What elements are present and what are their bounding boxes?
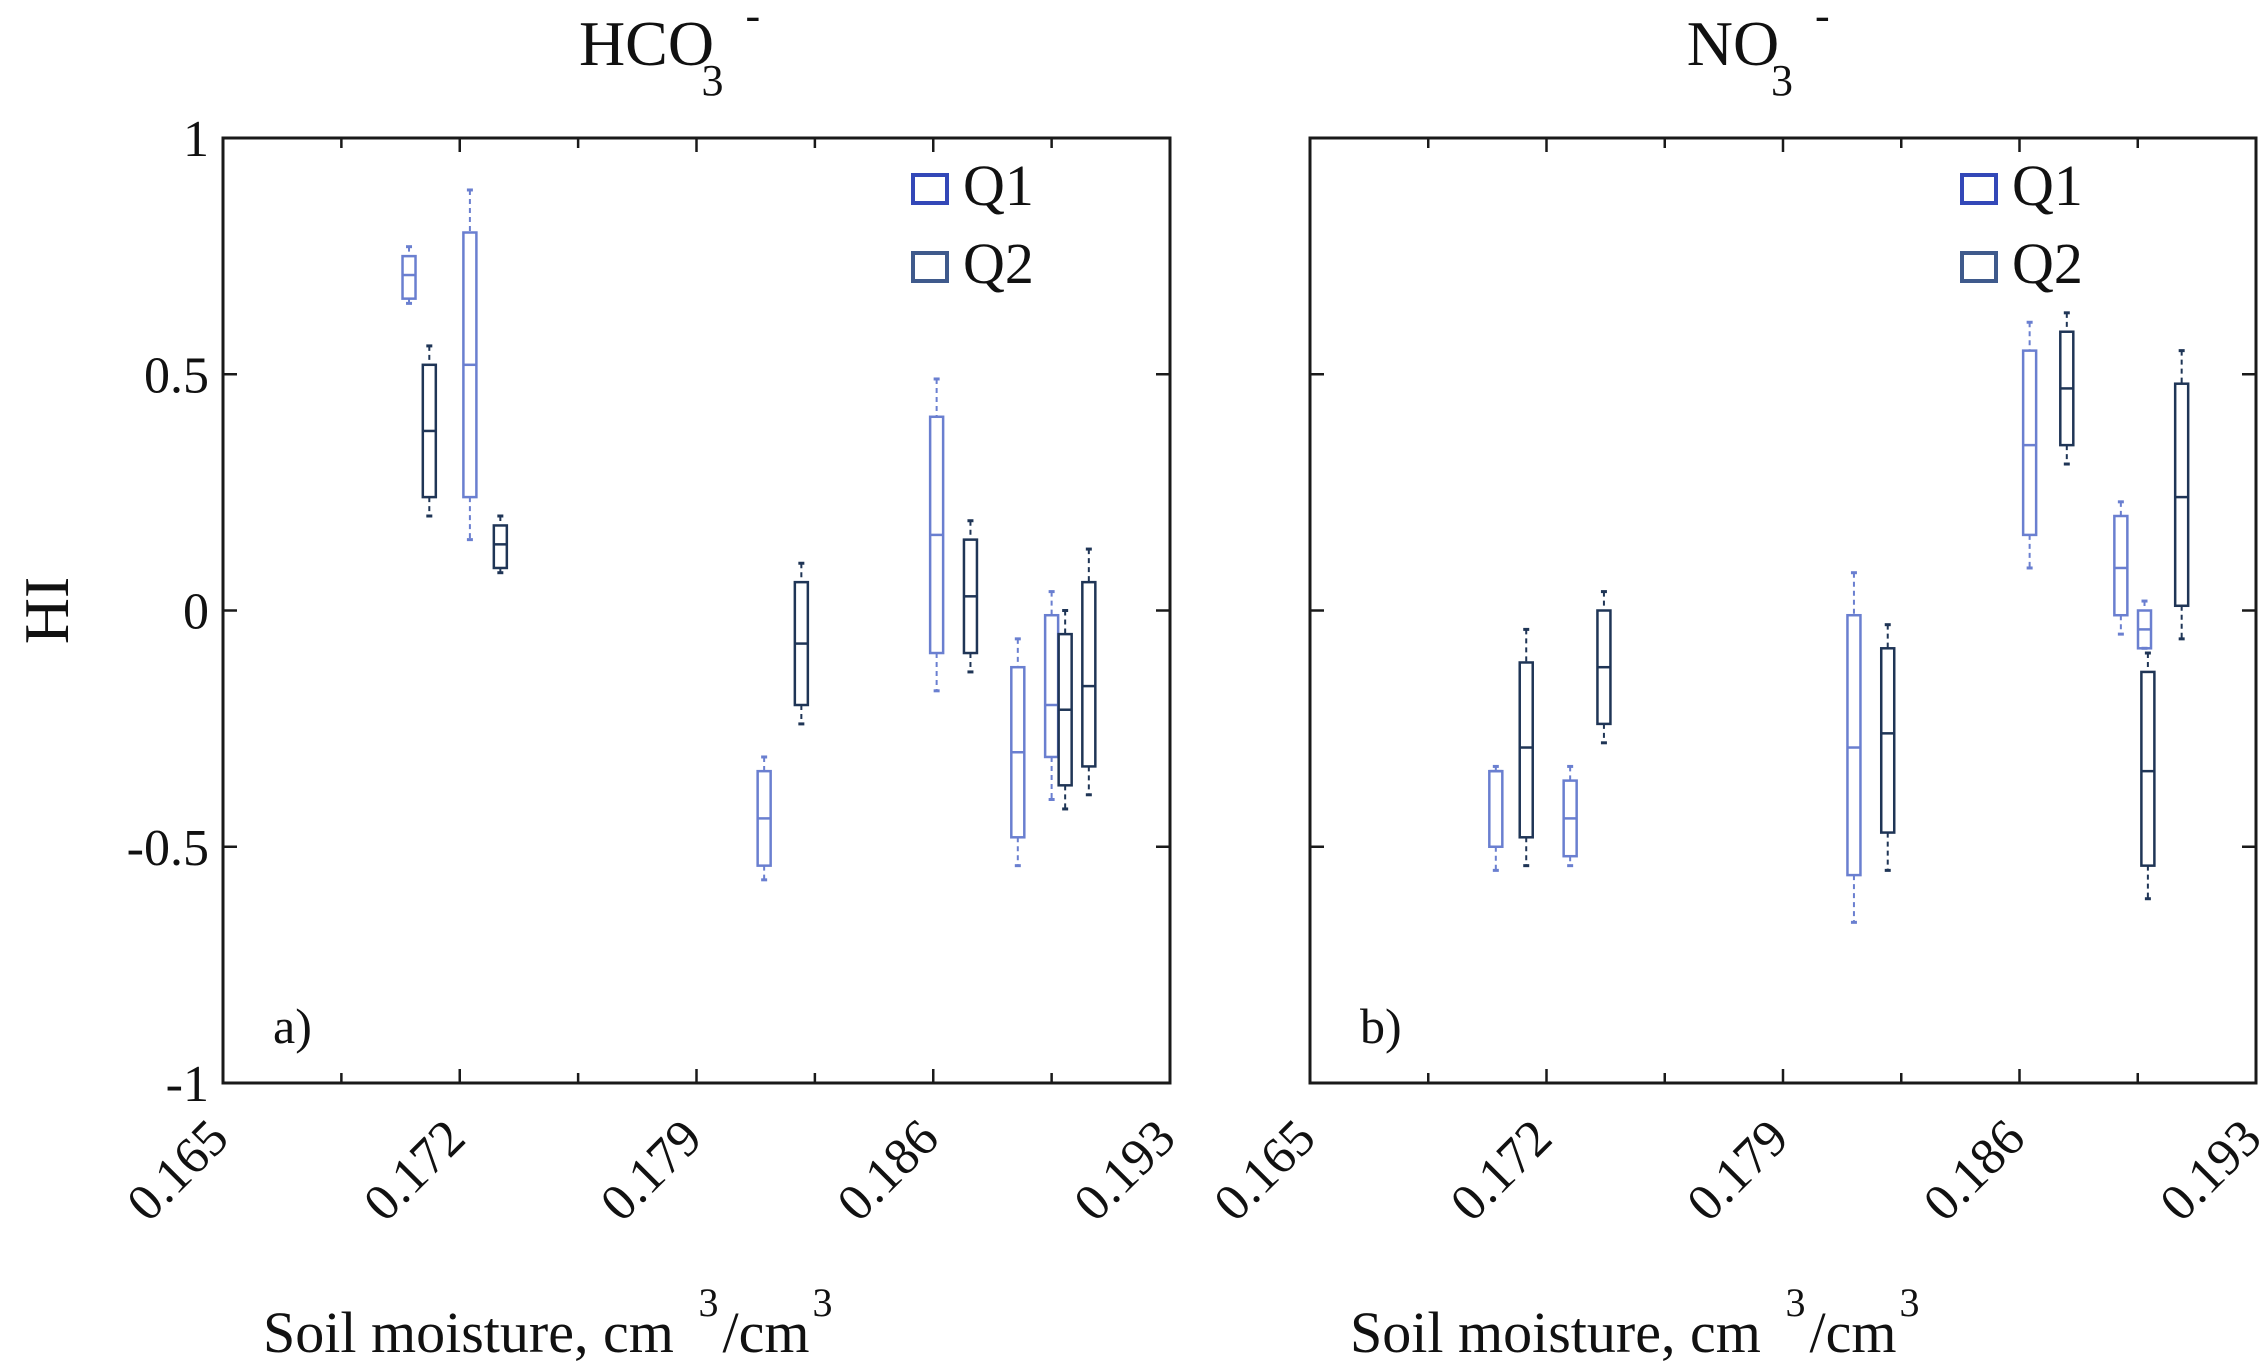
box-q2 [421, 344, 438, 518]
y-tick-label: -0.5 [127, 820, 209, 877]
x-tick-label: 0.186 [827, 1109, 950, 1232]
box-body [2173, 382, 2190, 608]
box-q2 [1081, 547, 1097, 797]
x-tick-label: 0.172 [353, 1109, 476, 1232]
legend-swatch-q2 [1960, 251, 1998, 283]
x-axis-label: Soil moisture, cm [1350, 1300, 1761, 1365]
box-q1 [1846, 571, 1862, 924]
box-q2 [2173, 349, 2190, 641]
box-body [1081, 580, 1097, 768]
x-axis-label-unit: /cm [1810, 1300, 1897, 1365]
panel-title-subscript: 3 [702, 56, 724, 105]
box-body [401, 254, 417, 300]
legend-swatch-q2 [911, 251, 949, 283]
box-q1 [1488, 764, 1504, 872]
box-q2 [2059, 311, 2075, 466]
box-q1 [1043, 590, 1060, 801]
x-tick-label: 0.186 [1913, 1109, 2036, 1232]
x-axis-label-sup: 3 [813, 1280, 833, 1325]
box-q1 [2113, 500, 2129, 636]
box-q2 [793, 561, 810, 726]
panel-title-superscript: - [746, 0, 761, 40]
panel-label: b) [1360, 998, 1402, 1054]
box-q1 [1562, 764, 1578, 868]
x-tick-label: 0.179 [1676, 1109, 1799, 1232]
x-tick-label: 0.172 [1440, 1109, 1563, 1232]
legend-label-q2: Q2 [963, 231, 1034, 296]
box-q1 [462, 188, 478, 542]
y-tick-label: 0 [183, 584, 209, 641]
box-q2 [1518, 627, 1534, 868]
x-axis-label-sup: 3 [1900, 1280, 1920, 1325]
x-axis-label-unit: /cm [723, 1300, 810, 1365]
box-q2 [962, 519, 979, 674]
box-q2 [492, 514, 509, 575]
x-axis-label-sup: 3 [699, 1280, 719, 1325]
box-body [1518, 661, 1534, 839]
legend-label-q2: Q2 [2012, 231, 2083, 296]
panel-a: 10.50-0.5-10.165 0.172 0.179 0.186 0.193HCO3… [11, 0, 1186, 1365]
box-q1 [756, 755, 772, 882]
legend-swatch-q1 [911, 173, 949, 205]
box-body [1488, 769, 1504, 849]
box-q2 [2140, 651, 2156, 901]
box-body [1043, 613, 1060, 759]
box-body [2021, 349, 2038, 537]
y-tick-label: -1 [166, 1056, 209, 1113]
box-body [492, 524, 509, 570]
panel-title: NO [1687, 8, 1779, 79]
panel-label: a) [273, 998, 312, 1054]
box-q1 [2021, 320, 2038, 570]
panel-title-subscript: 3 [1771, 56, 1793, 105]
x-axis-label-sup: 3 [1786, 1280, 1806, 1325]
panel-title: HCO [579, 8, 714, 79]
x-axis-label: Soil moisture, cm [263, 1300, 674, 1365]
box-q2 [1879, 623, 1896, 872]
box-q1 [2136, 599, 2153, 650]
x-tick-label: 0.165 [1203, 1109, 1326, 1232]
x-tick-label: 0.193 [1063, 1109, 1186, 1232]
box-body [2113, 514, 2129, 617]
x-tick-label: 0.179 [590, 1109, 713, 1232]
y-axis-label: HI [11, 577, 82, 645]
y-tick-label: 0.5 [144, 347, 209, 404]
x-tick-label: 0.193 [2149, 1109, 2267, 1232]
box-q1 [1010, 637, 1026, 868]
box-body [1846, 613, 1862, 877]
legend-swatch-q1 [1960, 173, 1998, 205]
box-q2 [1596, 590, 1612, 745]
y-tick-label: 1 [183, 111, 209, 168]
box-body [2140, 670, 2156, 867]
x-tick-label: 0.165 [116, 1109, 239, 1232]
box-body [1879, 647, 1896, 834]
box-q2 [1057, 609, 1073, 811]
box-q1 [401, 245, 417, 305]
box-q1 [928, 377, 945, 693]
legend-label-q1: Q1 [2012, 153, 2083, 218]
legend-label-q1: Q1 [963, 153, 1034, 218]
panel-title-superscript: - [1815, 0, 1830, 40]
